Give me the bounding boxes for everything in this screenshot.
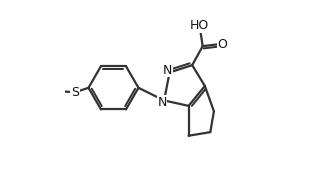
Text: HO: HO: [190, 19, 209, 32]
Text: S: S: [71, 86, 79, 99]
Text: N: N: [157, 96, 167, 109]
Text: N: N: [163, 64, 172, 77]
Text: O: O: [218, 38, 227, 51]
